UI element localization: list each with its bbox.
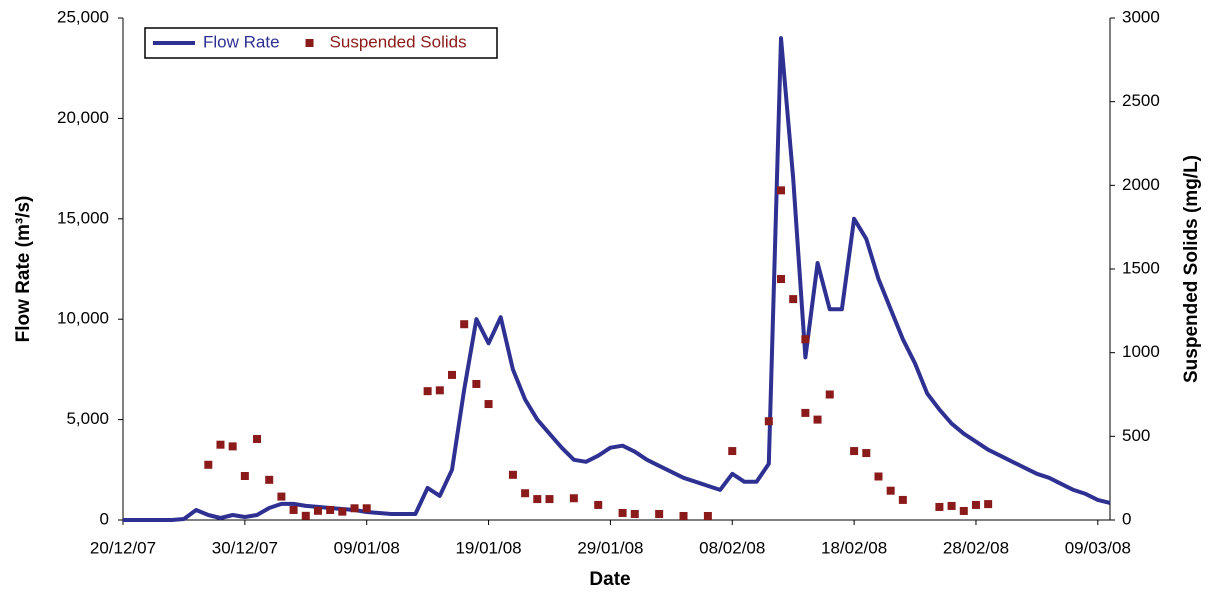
x-tick-label: 29/01/08 — [577, 538, 643, 557]
x-tick-label: 08/02/08 — [699, 538, 765, 557]
y-tick-label: 15,000 — [57, 208, 109, 227]
y-tick-label: 0 — [100, 509, 109, 528]
x-tick-label: 19/01/08 — [455, 538, 521, 557]
x-tick-label: 28/02/08 — [943, 538, 1009, 557]
scatter-point — [777, 275, 785, 284]
y2-axis-title: Suspended Solids (mg/L) — [1181, 155, 1202, 383]
y2-tick-label: 1000 — [1122, 342, 1160, 361]
scatter-point — [801, 408, 810, 417]
scatter-point — [679, 511, 688, 520]
y2-tick-label: 2500 — [1122, 91, 1160, 110]
scatter-point — [435, 386, 444, 395]
scatter-point — [240, 471, 249, 480]
scatter-point — [484, 400, 493, 409]
y2-tick-label: 1500 — [1122, 258, 1160, 277]
scatter-point — [265, 475, 274, 484]
scatter-point — [448, 370, 456, 379]
scatter-point — [959, 506, 968, 515]
scatter-point — [533, 495, 542, 504]
scatter-point — [423, 387, 432, 396]
scatter-point — [204, 460, 213, 469]
scatter-point — [338, 507, 347, 516]
scatter-point — [728, 447, 737, 456]
scatter-point — [326, 505, 335, 514]
scatter-point — [862, 449, 871, 458]
scatter-point — [777, 186, 785, 195]
x-tick-label: 18/02/08 — [821, 538, 887, 557]
scatter-point — [703, 511, 712, 520]
y2-tick-label: 500 — [1122, 426, 1150, 445]
y2-tick-label: 3000 — [1122, 7, 1160, 26]
y-tick-label: 5,000 — [66, 409, 109, 428]
scatter-point — [618, 508, 627, 517]
x-tick-label: 09/01/08 — [334, 538, 400, 557]
x-tick-label: 30/12/07 — [212, 538, 278, 557]
scatter-point — [228, 442, 237, 451]
scatter-point — [764, 417, 773, 426]
legend-box — [144, 27, 498, 59]
scatter-point — [801, 335, 810, 344]
scatter-point — [216, 440, 225, 449]
scatter-point — [301, 511, 310, 520]
scatter-point — [935, 502, 944, 511]
scatter-point — [655, 509, 664, 518]
y2-tick-label: 2000 — [1122, 175, 1160, 194]
scatter-point — [630, 509, 639, 518]
y-tick-label: 25,000 — [57, 7, 109, 26]
scatter-point — [947, 501, 956, 510]
scatter-point — [594, 500, 603, 509]
scatter-point — [362, 504, 371, 513]
scatter-point — [569, 494, 578, 503]
scatter-point — [850, 447, 859, 456]
y2-tick-label: 0 — [1122, 509, 1131, 528]
legend-swatch — [305, 39, 314, 47]
scatter-point — [886, 486, 895, 495]
scatter-point — [545, 495, 554, 504]
scatter-point — [813, 415, 822, 424]
scatter-point — [253, 435, 262, 444]
scatter-point — [460, 320, 469, 329]
legend-label: Flow Rate — [203, 32, 280, 51]
scatter-point — [789, 295, 798, 304]
flow-line — [123, 36, 1111, 522]
legend-label: Suspended Solids — [330, 32, 467, 51]
scatter-point — [874, 472, 883, 481]
scatter-point — [898, 495, 907, 504]
scatter-point — [350, 504, 359, 513]
y-tick-label: 10,000 — [57, 309, 109, 328]
x-axis-title: Date — [589, 569, 630, 590]
scatter-point — [277, 492, 286, 501]
scatter-point — [971, 500, 980, 509]
y-tick-label: 20,000 — [57, 108, 109, 127]
legend: Flow Rate Suspended Solids — [144, 27, 498, 59]
scatter-point — [472, 379, 481, 388]
x-tick-label: 09/03/08 — [1065, 538, 1131, 557]
scatter-point — [508, 470, 517, 479]
x-tick-label: 20/12/07 — [90, 538, 156, 557]
scatter-point — [313, 506, 322, 515]
y-axis-title: Flow Rate (m³/s) — [13, 196, 34, 343]
scatter-point — [521, 489, 530, 498]
scatter-point — [289, 505, 298, 514]
scatter-point — [984, 500, 993, 509]
scatter-point — [825, 390, 834, 399]
